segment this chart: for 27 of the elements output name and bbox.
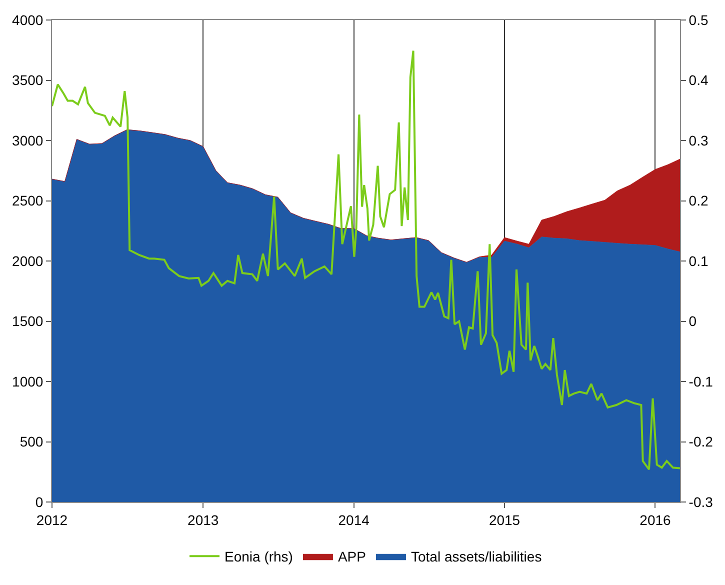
x-tick-label: 2016 (640, 512, 672, 528)
y2-tick-label: 0 (688, 313, 697, 330)
y-tick-label: 1000 (12, 373, 44, 390)
y2-tick-label: 0.3 (688, 132, 708, 148)
y-tick-label: 500 (20, 434, 44, 450)
y-tick-label: 1500 (12, 313, 44, 330)
y-tick-label: 2000 (12, 252, 44, 269)
y-tick-label: 2500 (12, 192, 44, 209)
y2-tick-label: -0.2 (688, 434, 714, 450)
y2-tick-label: 0.2 (688, 192, 708, 209)
x-tick-label: 2013 (188, 512, 219, 528)
x-tick-label: 2012 (36, 512, 68, 528)
y-tick-label: 3500 (12, 72, 44, 88)
y-tick-label: 4000 (12, 12, 44, 28)
legend-label: APP (338, 548, 366, 565)
y2-tick-label: -0.3 (688, 494, 714, 510)
y-tick-label: 3000 (12, 132, 44, 148)
legend-label: Eonia (rhs) (224, 548, 293, 565)
y2-tick-label: 0.4 (688, 72, 708, 88)
line-series (52, 50, 680, 470)
y2-tick-label: -0.1 (688, 373, 714, 390)
x-tick-label: 2014 (338, 512, 370, 528)
y-tick-label: 0 (35, 494, 44, 510)
y2-tick-label: 0.5 (688, 12, 708, 28)
legend-label: Total assets/liabilities (410, 548, 542, 565)
y2-tick-label: 0.1 (688, 252, 708, 269)
x-tick-label: 2015 (488, 512, 520, 528)
